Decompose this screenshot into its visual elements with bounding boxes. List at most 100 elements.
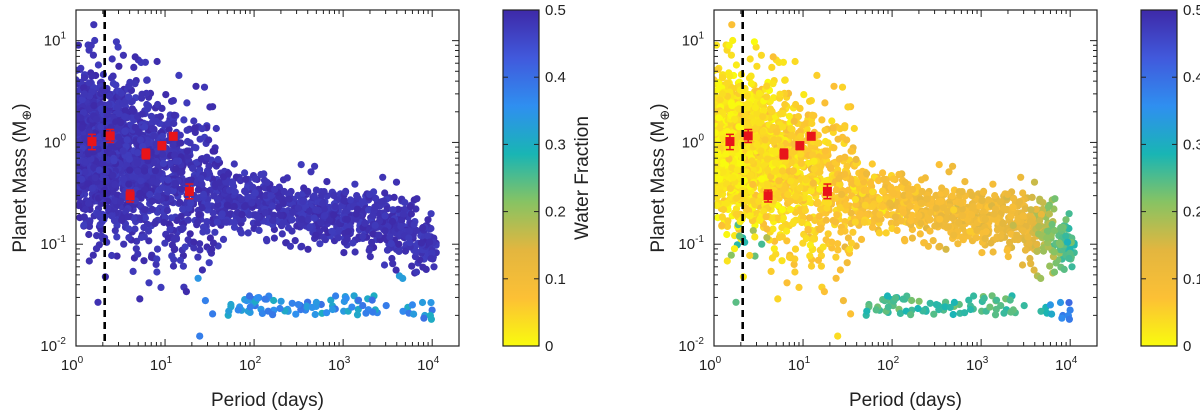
planet-point [117,197,125,205]
planet-point [889,175,897,183]
planet-point [930,310,938,318]
planet-point [97,123,105,131]
planet-point [136,136,145,144]
planet-point [818,116,826,124]
planet-point [392,266,400,274]
planet-point [194,218,202,226]
planet-point [187,199,195,207]
planet-point [371,221,379,229]
planet-point [205,259,213,267]
planet-point [248,199,256,207]
planet-point [208,245,216,253]
planet-point [984,196,993,204]
planet-point [113,252,121,260]
planet-point [422,265,430,273]
planet-point [412,248,420,256]
planet-point [343,235,351,243]
planet-point [122,207,130,215]
planet-point [849,228,857,236]
planet-point [133,159,141,167]
planet-point [365,246,373,254]
planet-point [168,252,176,260]
planet-point [121,113,129,121]
planet-point [137,233,145,241]
planet-point [997,232,1005,240]
planet-point [427,254,435,263]
planet-point [430,263,438,271]
planet-point [109,79,117,88]
planet-point [297,161,305,169]
planet-point [112,38,120,46]
planet-point [751,252,759,260]
planet-point [209,310,217,318]
planet-point [972,234,980,242]
planet-point [768,63,776,71]
planet-point [351,248,359,256]
planet-point [716,96,724,104]
planet-point [92,115,101,123]
planet-point [847,239,856,247]
planet-point [80,74,89,82]
planet-point [231,188,239,196]
planet-point [186,230,194,238]
planet-point [129,267,137,275]
planet-point [346,196,354,204]
planet-point [926,227,934,235]
planet-point [1058,314,1066,322]
planet-point [1046,301,1054,309]
planet-point [85,128,93,136]
planet-point [261,295,269,303]
planet-point [398,217,406,225]
planet-point [426,238,434,246]
planet-point [401,247,410,255]
planet-point [113,104,121,112]
observed-planet-c [105,131,115,141]
planet-point [723,230,731,239]
planet-point [747,79,756,88]
planet-point [255,226,263,234]
planet-point [882,229,890,237]
planet-point [961,178,969,186]
planet-point [987,239,995,247]
planet-point [1006,296,1014,304]
planet-point [783,279,791,287]
planet-point [926,299,934,307]
planet-point [352,210,360,218]
planet-point [253,213,261,221]
planet-point [718,213,726,221]
planet-point [344,228,352,236]
planet-point [153,268,161,276]
planet-point [405,227,413,235]
planet-point [286,242,294,250]
planet-point [89,251,97,259]
planet-point [141,214,149,222]
planet-point [834,240,842,248]
planet-point [790,260,798,268]
colorbar-tick-label: 0.5 [545,2,566,19]
planet-point [179,224,187,232]
planet-point [915,297,923,305]
planet-point [246,303,254,311]
observed-planet-f [157,141,167,151]
planet-point [319,199,327,207]
planet-point [141,58,149,66]
planet-point [242,175,250,183]
planet-point [263,237,271,245]
planet-point [194,186,202,194]
observed-planets [87,128,194,203]
planet-point [965,296,973,304]
axes-frame [75,9,460,347]
planet-point [856,210,864,218]
planet-point [279,176,288,184]
planet-point [94,298,102,306]
planet-point [181,243,189,251]
planet-point [105,92,113,100]
colorbar [502,9,540,347]
planet-point [362,309,370,317]
planet-point [386,233,394,241]
planet-point [377,198,385,206]
planet-point [1039,199,1047,207]
planet-point [80,90,88,98]
planet-point [138,110,146,118]
planet-point [834,135,842,143]
